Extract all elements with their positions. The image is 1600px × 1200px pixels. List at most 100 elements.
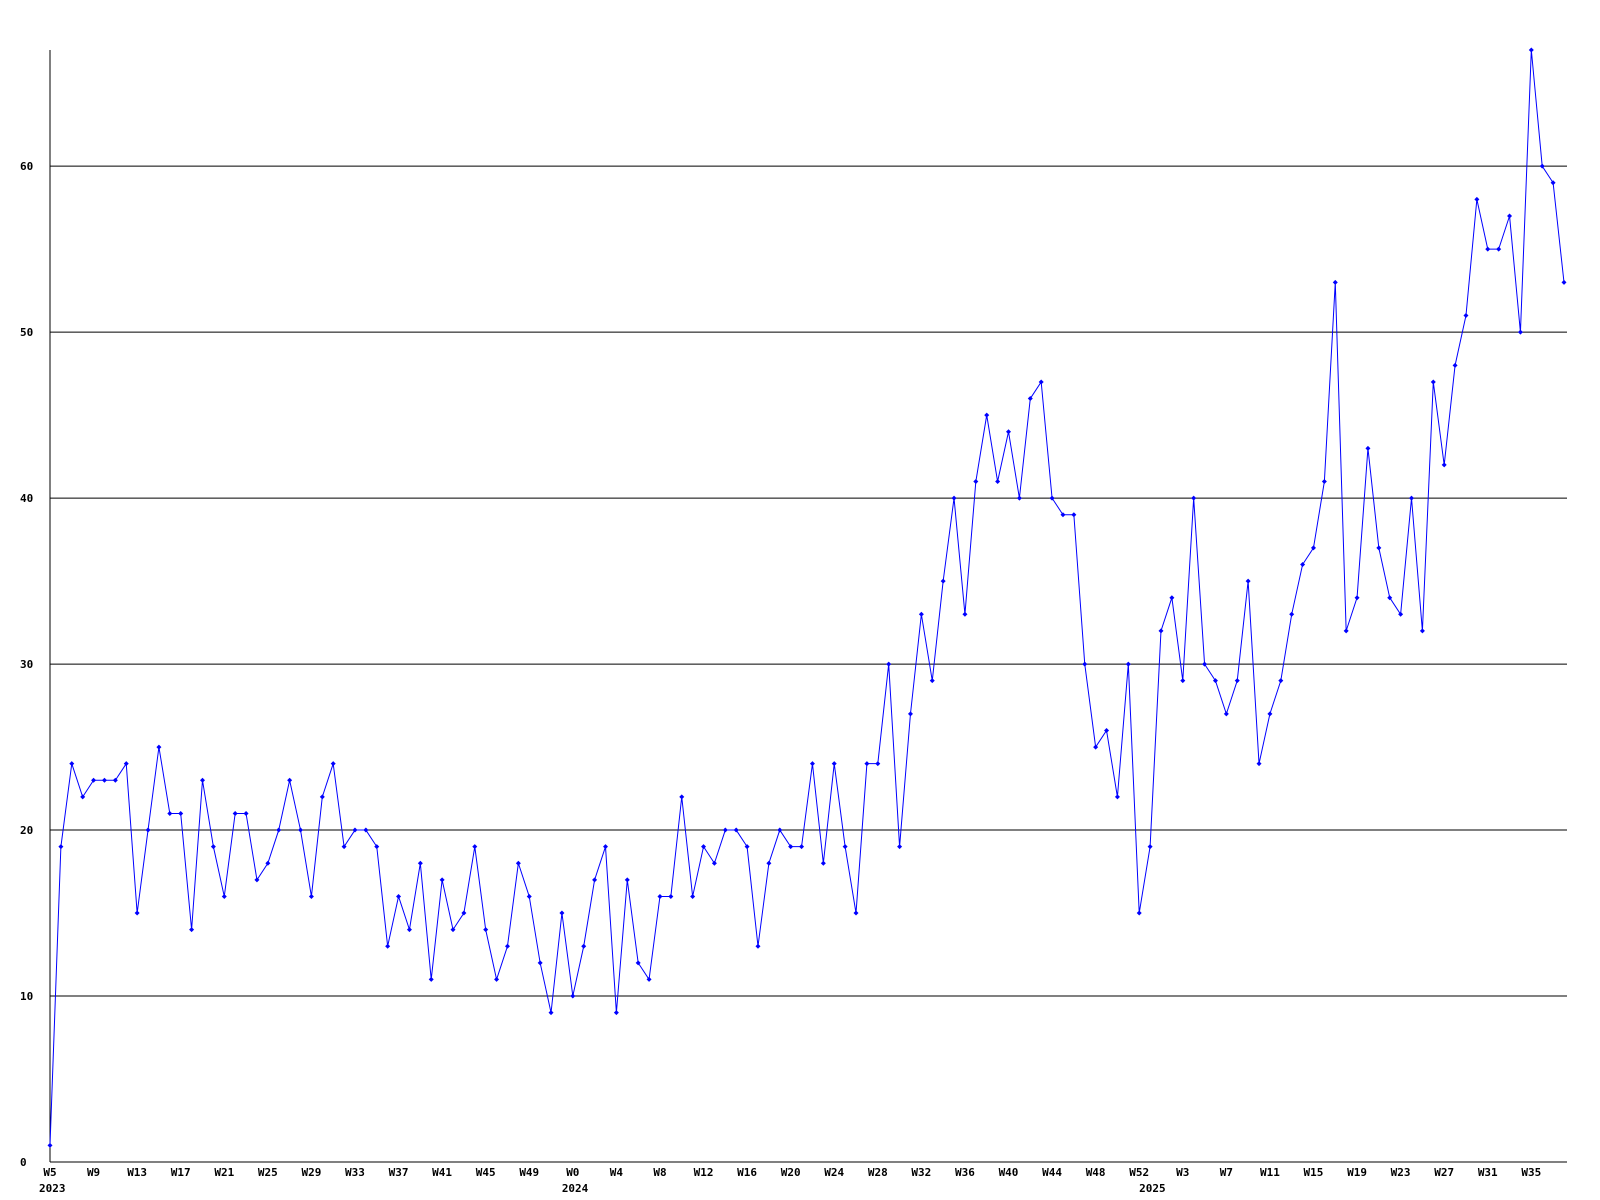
- y-tick-label: 0: [20, 1156, 27, 1169]
- x-tick-label: W44: [1042, 1166, 1062, 1179]
- point-marker: [504, 943, 510, 949]
- x-tick-label: W27: [1434, 1166, 1454, 1179]
- y-tick-label: 30: [20, 658, 33, 671]
- x-tick-label: W25: [258, 1166, 278, 1179]
- point-marker: [995, 479, 1001, 485]
- x-tick-label: W41: [432, 1166, 452, 1179]
- point-marker: [243, 810, 249, 816]
- year-label: 2024: [562, 1182, 589, 1195]
- point-marker: [330, 761, 336, 767]
- point-marker: [91, 777, 97, 783]
- point-marker: [276, 827, 282, 833]
- point-marker: [1027, 396, 1033, 402]
- point-marker: [1452, 362, 1458, 368]
- x-tick-label: W12: [694, 1166, 714, 1179]
- point-marker: [1169, 595, 1175, 601]
- point-marker: [112, 777, 118, 783]
- point-marker: [766, 860, 772, 866]
- point-marker: [973, 479, 979, 485]
- point-marker: [287, 777, 293, 783]
- point-marker: [461, 910, 467, 916]
- point-marker: [1125, 661, 1131, 667]
- y-tick-label: 20: [20, 824, 33, 837]
- point-marker: [613, 1010, 619, 1016]
- point-marker: [298, 827, 304, 833]
- x-tick-label: W24: [824, 1166, 844, 1179]
- point-marker: [809, 761, 815, 767]
- point-marker: [439, 877, 445, 883]
- x-tick-label: W15: [1304, 1166, 1324, 1179]
- series-line: [49, 49, 1565, 1146]
- point-marker: [897, 844, 903, 850]
- point-marker: [199, 777, 205, 783]
- point-marker: [853, 910, 859, 916]
- point-marker: [1561, 279, 1567, 285]
- point-marker: [624, 877, 630, 883]
- point-marker: [799, 844, 805, 850]
- point-marker: [1071, 512, 1077, 518]
- point-marker: [1517, 329, 1523, 335]
- point-marker: [864, 761, 870, 767]
- point-marker: [450, 927, 456, 933]
- point-marker: [907, 711, 913, 717]
- point-marker: [679, 794, 685, 800]
- x-tick-label: W45: [476, 1166, 496, 1179]
- point-marker: [690, 893, 696, 899]
- point-marker: [178, 810, 184, 816]
- point-marker: [363, 827, 369, 833]
- x-tick-label: W19: [1347, 1166, 1367, 1179]
- x-tick-label: W40: [999, 1166, 1019, 1179]
- point-marker: [1289, 611, 1295, 617]
- point-marker: [1441, 462, 1447, 468]
- point-marker: [1343, 628, 1349, 634]
- point-marker: [940, 578, 946, 584]
- point-marker: [918, 611, 924, 617]
- x-tick-label: W48: [1086, 1166, 1106, 1179]
- point-marker: [1474, 196, 1480, 202]
- x-tick-label: W4: [610, 1166, 624, 1179]
- point-marker: [951, 495, 957, 501]
- point-marker: [1256, 761, 1262, 767]
- point-marker: [1539, 163, 1545, 169]
- x-tick-label: W49: [519, 1166, 539, 1179]
- point-marker: [657, 893, 663, 899]
- x-tick-label: W13: [127, 1166, 147, 1179]
- point-marker: [646, 976, 652, 982]
- point-marker: [1365, 445, 1371, 451]
- x-tick-label: W32: [911, 1166, 931, 1179]
- point-marker: [929, 678, 935, 684]
- x-tick-label: W17: [171, 1166, 191, 1179]
- point-marker: [788, 844, 794, 850]
- point-marker: [341, 844, 347, 850]
- point-marker: [1376, 545, 1382, 551]
- point-marker: [1202, 661, 1208, 667]
- x-tick-label: W8: [653, 1166, 666, 1179]
- point-marker: [515, 860, 521, 866]
- point-marker: [1212, 678, 1218, 684]
- point-marker: [123, 761, 129, 767]
- point-marker: [1485, 246, 1491, 252]
- point-marker: [308, 893, 314, 899]
- x-tick-label: W36: [955, 1166, 975, 1179]
- point-marker: [886, 661, 892, 667]
- point-marker: [1398, 611, 1404, 617]
- point-marker: [559, 910, 565, 916]
- point-marker: [396, 893, 402, 899]
- x-tick-label: W20: [781, 1166, 801, 1179]
- point-marker: [668, 893, 674, 899]
- point-marker: [1332, 279, 1338, 285]
- point-marker: [374, 844, 380, 850]
- point-marker: [1158, 628, 1164, 634]
- point-marker: [1234, 678, 1240, 684]
- x-tick-label: W11: [1260, 1166, 1280, 1179]
- point-marker: [1507, 213, 1513, 219]
- point-marker: [602, 844, 608, 850]
- y-tick-label: 40: [20, 492, 33, 505]
- point-marker: [570, 993, 576, 999]
- point-marker: [167, 810, 173, 816]
- point-marker: [319, 794, 325, 800]
- point-marker: [1180, 678, 1186, 684]
- x-tick-label: W31: [1478, 1166, 1498, 1179]
- x-tick-label: W23: [1391, 1166, 1411, 1179]
